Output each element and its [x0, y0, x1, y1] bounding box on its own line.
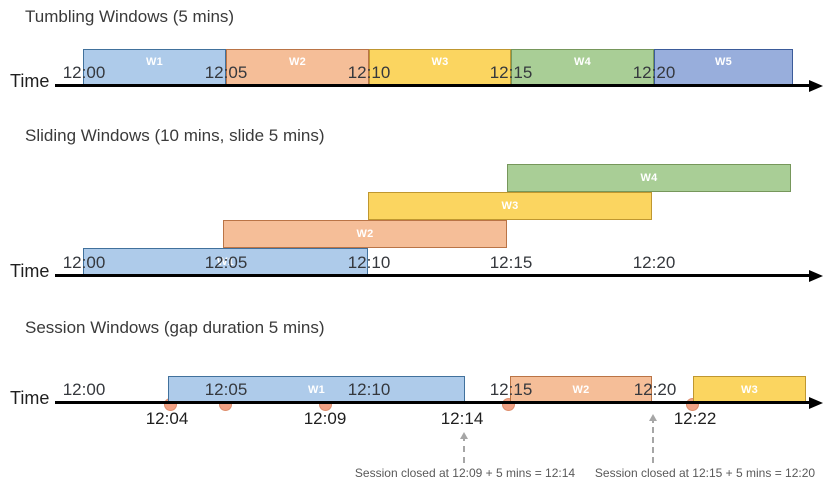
tick-label: 12:10: [347, 380, 391, 399]
window-box-w2: W2: [223, 220, 507, 248]
annotation-arrow-icon: [460, 432, 468, 463]
window-box-w3: W3: [369, 49, 511, 86]
event-dot: [502, 398, 515, 411]
time-axis-label: Time: [10, 71, 50, 91]
event-dot: [164, 398, 177, 411]
window-box-w4: W4: [507, 164, 791, 192]
time-axis-line: [55, 274, 811, 277]
annotation-arrow-icon: [649, 414, 657, 463]
tick-label: 12:05: [204, 253, 248, 272]
tick-label: 12:20: [632, 63, 676, 82]
window-box-w5: W5: [654, 49, 793, 86]
window-box-w3: W3: [368, 192, 652, 220]
window-label: W2: [572, 383, 590, 396]
tick-label: 12:15: [489, 380, 533, 399]
event-time-label: 12:22: [673, 409, 717, 428]
event-time-label: 12:04: [145, 409, 189, 428]
time-axis-line: [55, 401, 811, 404]
annotation-text: Session closed at 12:15 + 5 mins = 12:20: [594, 466, 816, 480]
section-title-session: Session Windows (gap duration 5 mins): [25, 318, 325, 337]
tick-label: 12:00: [62, 380, 106, 399]
tick-label: 12:05: [204, 63, 248, 82]
window-label: W4: [573, 56, 592, 68]
window-label: W2: [288, 56, 307, 68]
annotation-text: Session closed at 12:09 + 5 mins = 12:14: [354, 466, 576, 480]
axis-arrowhead-icon: [809, 270, 823, 282]
window-label: W2: [356, 228, 374, 240]
window-box-w1: W1: [83, 248, 368, 276]
event-dot: [686, 398, 699, 411]
window-box-w1: W1: [83, 49, 226, 86]
window-label: W3: [740, 383, 759, 396]
window-label: W5: [714, 56, 733, 68]
window-label: W3: [431, 56, 449, 68]
tick-label: 12:00: [62, 253, 106, 272]
tick-label: 12:10: [347, 63, 391, 82]
axis-arrowhead-icon: [809, 397, 823, 409]
window-box-w4: W4: [511, 49, 654, 86]
window-box-w1: W1: [168, 376, 465, 403]
window-label: W1: [307, 383, 326, 396]
tick-label: 12:00: [62, 63, 106, 82]
window-box-w2: W2: [510, 376, 652, 403]
event-dot: [219, 398, 232, 411]
tick-label: 12:20: [632, 253, 676, 272]
time-axis-label: Time: [10, 261, 50, 281]
event-time-label: 12:14: [440, 409, 484, 428]
window-label: W1: [216, 256, 235, 268]
tick-label: 12:15: [489, 63, 533, 82]
time-axis-label: Time: [10, 388, 50, 408]
window-box-w3: W3: [693, 376, 806, 403]
tick-label: 12:15: [489, 253, 533, 272]
section-title-tumbling: Tumbling Windows (5 mins): [25, 7, 235, 26]
axis-arrowhead-icon: [809, 80, 823, 92]
tick-label: 12:05: [204, 380, 248, 399]
window-label: W1: [145, 56, 164, 68]
time-axis-line: [55, 84, 811, 87]
window-box-w2: W2: [226, 49, 369, 86]
tick-label: 12:10: [347, 253, 391, 272]
window-label: W4: [640, 172, 658, 184]
section-title-sliding: Sliding Windows (10 mins, slide 5 mins): [25, 126, 325, 145]
event-dot: [319, 398, 332, 411]
tick-label: 12:20: [633, 380, 677, 399]
window-label: W3: [501, 200, 519, 212]
event-time-label: 12:09: [303, 409, 347, 428]
